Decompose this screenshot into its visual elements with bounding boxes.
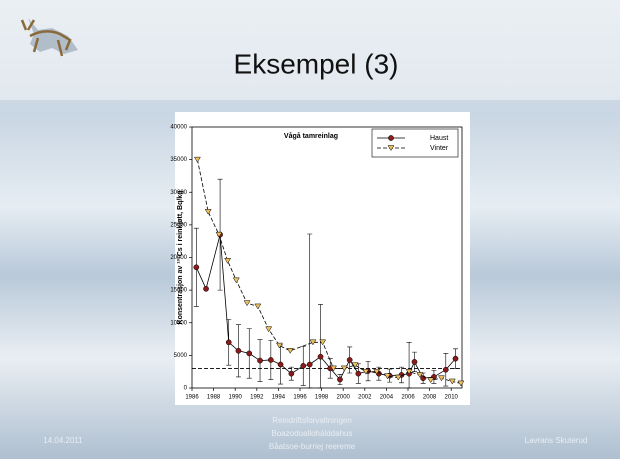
data-point xyxy=(276,342,283,349)
data-point xyxy=(317,353,324,360)
data-point xyxy=(448,378,456,385)
x-tick-label: 2008 xyxy=(423,395,437,401)
data-point xyxy=(277,361,284,368)
data-point xyxy=(362,368,370,375)
logo-reindeer xyxy=(20,19,72,57)
legend-marker xyxy=(387,145,395,151)
data-point xyxy=(235,347,242,354)
data-point xyxy=(457,380,465,387)
x-tick-label: 1996 xyxy=(293,395,307,401)
y-axis-label: Konsentrasjon av ¹³⁷Cs i reinkjøtt, Bq/k… xyxy=(177,191,184,325)
y-tick-label: 35000 xyxy=(170,157,187,163)
y-tick-label: 15000 xyxy=(170,288,187,294)
footer-org: Båatsoe-burriej reereme xyxy=(269,442,356,451)
footer-author: Lavrans Skuterud xyxy=(525,436,588,445)
data-point xyxy=(337,376,343,383)
data-point xyxy=(373,368,381,375)
x-tick-label: 1988 xyxy=(207,395,221,401)
y-tick-label: 0 xyxy=(184,386,188,392)
title-band xyxy=(0,0,620,100)
legend-label: Haust xyxy=(430,135,448,142)
data-point xyxy=(246,350,253,357)
x-tick-label: 1986 xyxy=(185,395,199,401)
x-tick-label: 1992 xyxy=(250,395,264,401)
x-tick-label: 2010 xyxy=(445,395,459,401)
footer-org: Reindriftsforvaltningen xyxy=(272,416,352,425)
x-tick-label: 1990 xyxy=(229,395,243,401)
data-point xyxy=(438,375,445,382)
y-tick-label: 5000 xyxy=(174,353,188,359)
error-bar xyxy=(406,342,412,389)
data-point xyxy=(257,357,263,364)
logo-map xyxy=(28,18,78,54)
footer-date: 14.04.2011 xyxy=(43,436,83,445)
data-point xyxy=(265,326,273,333)
legend-marker xyxy=(388,135,394,141)
data-point xyxy=(384,373,391,380)
data-point xyxy=(405,368,413,375)
data-point xyxy=(288,370,295,377)
data-point xyxy=(232,277,240,284)
data-point xyxy=(330,365,337,372)
data-point xyxy=(225,339,232,346)
data-point xyxy=(243,300,251,307)
data-point xyxy=(254,303,262,310)
y-tick-label: 40000 xyxy=(170,125,187,131)
data-point xyxy=(442,366,449,373)
data-point xyxy=(306,361,313,368)
data-point xyxy=(215,231,223,238)
x-tick-label: 2002 xyxy=(358,395,372,401)
data-point xyxy=(427,377,435,384)
footer-org: Boazodoallohálddahus xyxy=(272,429,353,438)
x-tick-label: 2000 xyxy=(337,395,351,401)
data-point xyxy=(319,339,327,346)
data-point xyxy=(452,355,459,362)
y-tick-label: 25000 xyxy=(170,222,187,228)
slide-title: Eksempel (3) xyxy=(234,48,399,79)
data-point xyxy=(416,372,424,378)
data-point xyxy=(300,362,307,369)
y-tick-label: 30000 xyxy=(170,190,187,196)
x-tick-label: 1994 xyxy=(272,395,286,401)
data-point xyxy=(193,156,201,163)
legend-label: Vinter xyxy=(430,145,449,152)
data-point xyxy=(309,339,317,346)
x-tick-label: 1998 xyxy=(315,395,329,401)
legend-box xyxy=(371,128,459,158)
data-point xyxy=(203,285,209,292)
data-point xyxy=(204,209,212,215)
data-point xyxy=(224,258,232,264)
data-point xyxy=(394,374,402,381)
error-bar xyxy=(318,304,324,389)
data-point xyxy=(193,264,200,271)
y-tick-label: 20000 xyxy=(170,255,187,261)
data-point xyxy=(286,348,294,354)
data-point xyxy=(340,365,348,372)
data-point xyxy=(355,370,362,377)
x-tick-label: 2004 xyxy=(380,395,394,401)
data-point xyxy=(351,362,359,369)
chart-title: Vågå tamreinlag xyxy=(284,132,338,140)
data-point xyxy=(267,357,274,363)
x-tick-label: 2006 xyxy=(401,395,415,401)
y-tick-label: 10000 xyxy=(170,320,187,326)
data-point xyxy=(346,357,353,363)
data-point xyxy=(411,359,418,365)
